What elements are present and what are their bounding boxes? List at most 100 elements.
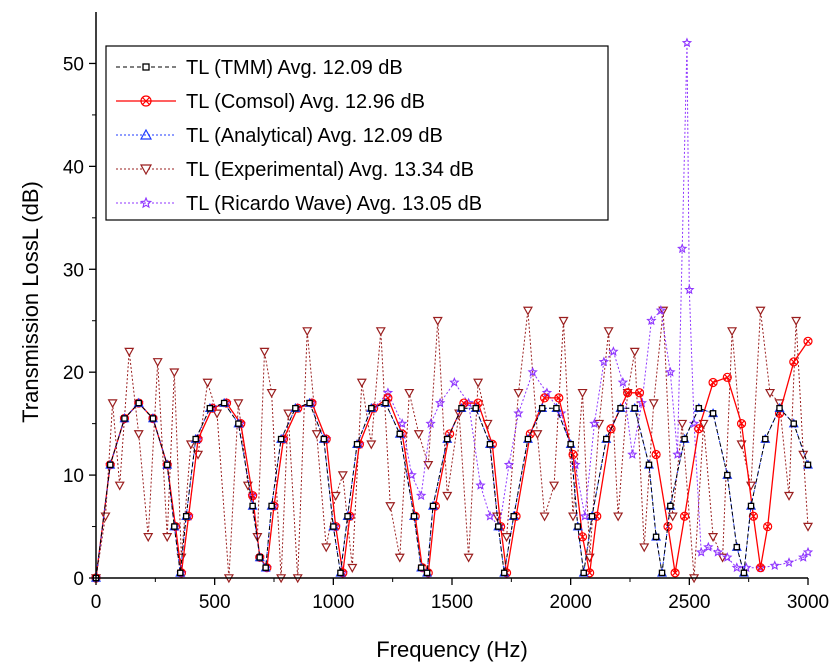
data-point — [577, 388, 588, 398]
data-point — [283, 409, 294, 419]
data-point — [292, 404, 299, 412]
data-point — [695, 404, 703, 412]
data-point — [472, 404, 479, 412]
data-point — [670, 568, 680, 578]
data-point — [235, 420, 242, 427]
y-tick-label: 0 — [73, 569, 84, 590]
data-point — [636, 397, 648, 408]
data-point — [121, 415, 128, 422]
legend-item-4: TL (Ricardo Wave) Avg. 13.05 dB — [116, 193, 482, 215]
data-point — [353, 440, 361, 448]
data-point — [574, 523, 582, 530]
x-tick-label: 500 — [199, 592, 231, 613]
x-tick-label: 2500 — [668, 592, 710, 613]
data-point — [755, 563, 766, 573]
y-tick-label: 20 — [63, 363, 84, 384]
x-tick-label: 2000 — [550, 592, 592, 613]
data-point — [791, 316, 802, 326]
data-point — [262, 564, 269, 571]
data-point — [266, 388, 277, 398]
legend-item-2: TL (Analytical) Avg. 12.09 dB — [116, 125, 443, 147]
data-point — [500, 569, 508, 577]
data-point — [463, 553, 474, 563]
data-point — [803, 336, 813, 346]
data-point — [133, 430, 144, 440]
x-axis-title: Frequency (Hz) — [376, 637, 528, 662]
data-point — [589, 418, 600, 429]
data-point — [651, 449, 661, 460]
data-point — [698, 419, 709, 429]
legend-item-3: TL (Experimental) Avg. 13.34 dB — [116, 159, 474, 181]
data-point — [432, 316, 443, 326]
data-point — [539, 393, 550, 403]
series-0 — [92, 399, 812, 582]
data-point — [449, 377, 460, 387]
data-point — [382, 387, 394, 398]
data-point — [677, 419, 688, 429]
data-point — [708, 533, 719, 543]
data-point — [135, 399, 142, 407]
data-point — [556, 407, 567, 418]
data-point — [268, 502, 275, 510]
data-point — [330, 491, 341, 501]
data-point — [727, 327, 738, 337]
data-point — [708, 377, 718, 388]
data-point — [769, 560, 780, 571]
data-point — [658, 569, 666, 577]
data-point — [410, 513, 418, 520]
data-point — [741, 562, 752, 573]
data-point — [522, 306, 533, 316]
data-point — [755, 562, 766, 573]
data-point — [306, 399, 313, 407]
data-point — [513, 388, 524, 398]
data-point — [475, 479, 486, 490]
data-point — [259, 347, 270, 357]
data-point — [510, 513, 517, 520]
data-point — [554, 393, 564, 403]
data-point — [709, 410, 717, 417]
data-point — [337, 569, 344, 577]
data-point — [524, 435, 532, 443]
y-axis-title: Transmission LossL (dB) — [18, 181, 43, 423]
data-point — [613, 512, 624, 522]
data-point — [107, 399, 118, 409]
axes: 0 500 1000 1500 2000 2500 3000 0 10 20 30 40 50 — [63, 12, 829, 613]
x-tick-label: 1000 — [312, 592, 354, 613]
data-point — [623, 388, 633, 398]
data-point — [501, 533, 512, 543]
data-point — [549, 481, 560, 491]
data-point — [802, 522, 814, 532]
data-point — [755, 306, 766, 316]
data-point — [114, 481, 125, 491]
legend-label: TL (Ricardo Wave) Avg. 13.05 dB — [186, 193, 482, 215]
y-tick-label: 50 — [63, 54, 84, 75]
data-point — [320, 435, 328, 443]
data-point — [321, 543, 332, 553]
data-point — [645, 461, 653, 469]
data-point — [634, 388, 645, 398]
data-point — [639, 543, 650, 553]
data-point — [696, 546, 707, 557]
data-point — [617, 404, 624, 412]
data-point — [722, 372, 732, 382]
x-tick-label: 0 — [91, 592, 102, 613]
data-point — [736, 419, 747, 429]
data-point — [385, 502, 396, 512]
data-point — [423, 569, 431, 577]
data-point — [712, 546, 723, 557]
data-point — [765, 388, 776, 398]
data-point — [423, 461, 434, 471]
data-point — [347, 563, 358, 573]
data-point — [442, 491, 453, 501]
legend-label: TL (TMM) Avg. 12.09 dB — [186, 57, 403, 79]
data-point — [256, 554, 264, 561]
data-point — [458, 404, 465, 412]
legend-item-0: TL (TMM) Avg. 12.09 dB — [116, 57, 403, 79]
data-point — [798, 551, 809, 562]
data-point — [681, 435, 688, 443]
data-point — [124, 347, 135, 357]
data-point — [646, 315, 657, 326]
data-point — [311, 430, 322, 440]
data-point — [631, 404, 638, 412]
data-point — [783, 557, 795, 567]
